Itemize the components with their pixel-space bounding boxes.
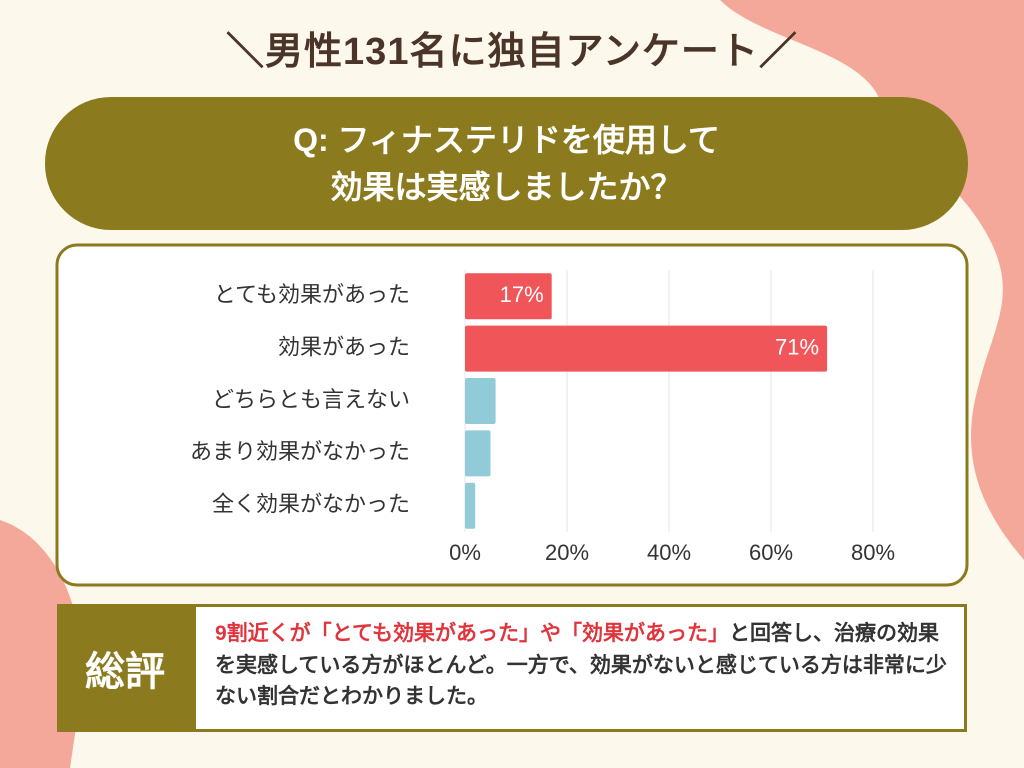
header-title: ＼男性131名に独自アンケート／ [226,31,798,73]
value-label: 17% [500,282,544,307]
y-tick-label: 全く効果がなかった [212,492,410,517]
y-tick-label: どちらとも言えない [212,387,410,412]
bar [465,482,476,529]
summary-box [193,604,967,732]
bar [465,430,491,477]
x-tick-label: 0% [449,540,481,565]
x-tick-label: 20% [545,540,589,565]
summary-label: 総評 [57,604,193,732]
x-tick-label: 80% [851,540,895,565]
question-line: Q: フィナステリドを使用して [293,122,720,159]
y-tick-label: 効果があった [278,334,410,359]
bar [465,273,552,320]
summary-text: 9割近くが「とても効果があった」や「効果があった」と回答し、治療の効果を実感して… [215,618,955,713]
question-box: Q: フィナステリドを使用して 効果は実感しましたか？ [45,97,968,230]
x-tick-label: 60% [749,540,793,565]
bar [465,325,828,372]
value-label: 71% [775,334,819,359]
summary-highlight: 9割近くが「とても効果があった」や「効果があった」 [215,622,729,645]
x-tick-label: 40% [647,540,691,565]
bar [465,378,496,424]
y-tick-label: あまり効果がなかった [190,439,410,464]
y-tick-label: とても効果があった [214,282,410,307]
summary-body: と回答し、治療の効果を実感している方がほとんど。一方で、効果がないと感じている方… [215,622,947,708]
question-line: 効果は実感しましたか？ [330,168,683,205]
